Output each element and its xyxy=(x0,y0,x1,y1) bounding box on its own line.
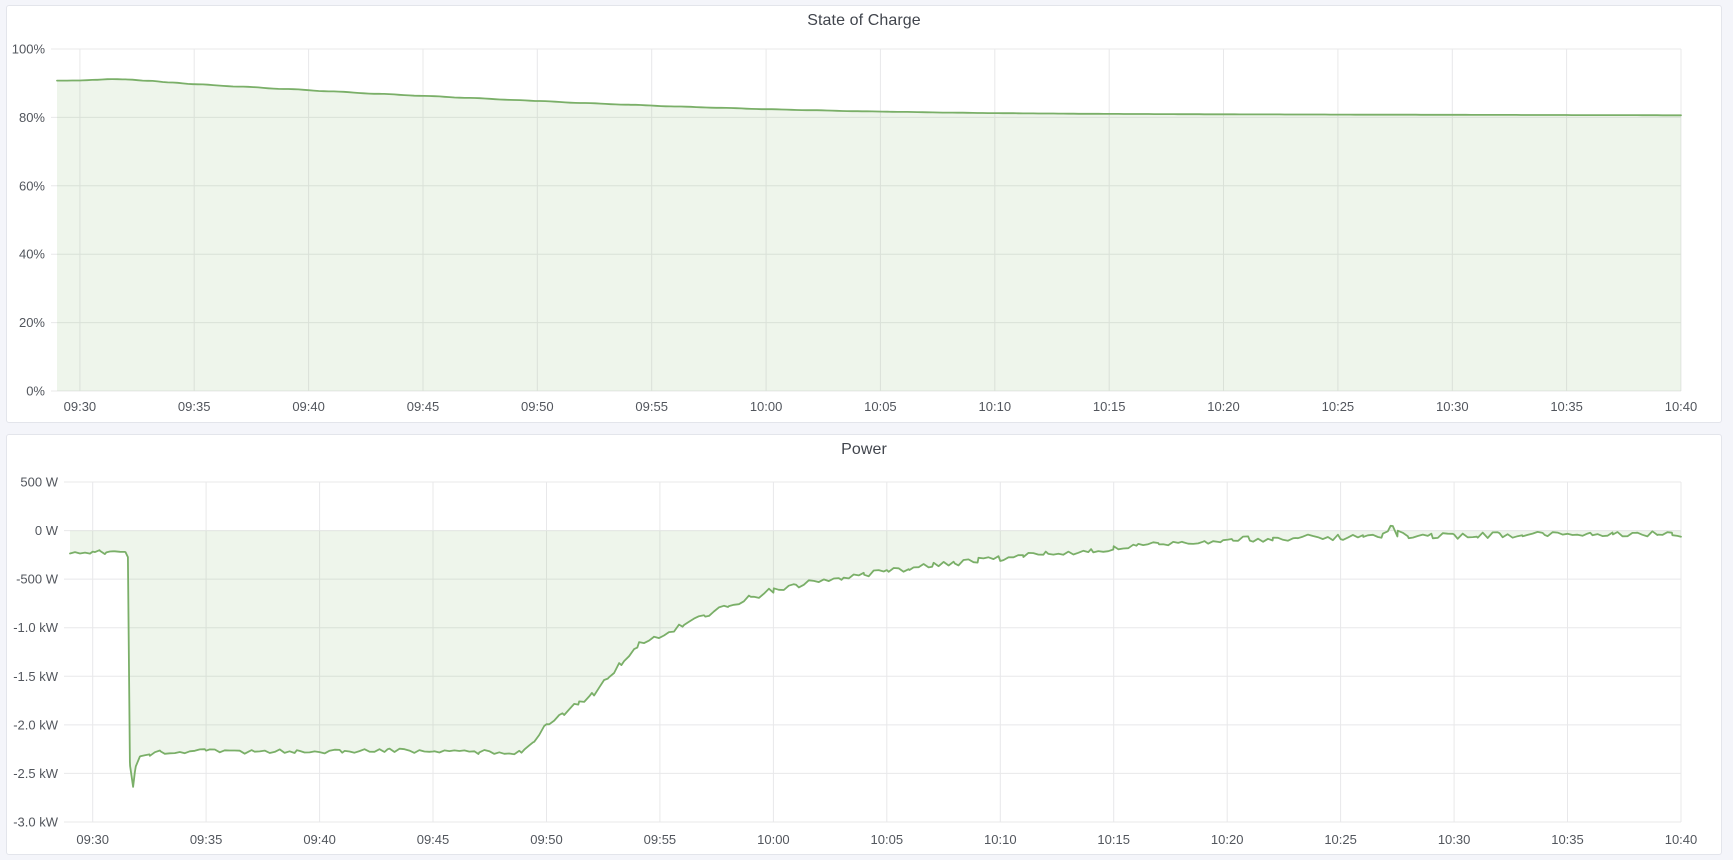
series-area-0 xyxy=(57,79,1681,391)
x-tick-label: 10:20 xyxy=(1207,399,1240,414)
panel-header: Power xyxy=(7,435,1721,465)
x-tick-label: 09:40 xyxy=(303,832,336,847)
x-tick-label: 09:30 xyxy=(76,832,109,847)
y-tick-label: 40% xyxy=(19,247,45,262)
y-tick-label: -1.0 kW xyxy=(13,620,59,635)
x-tick-label: 10:20 xyxy=(1211,832,1244,847)
series-line-0 xyxy=(56,78,1682,117)
x-tick-label: 10:10 xyxy=(979,399,1012,414)
x-tick-label: 10:35 xyxy=(1551,832,1584,847)
x-tick-label: 10:25 xyxy=(1324,832,1357,847)
y-tick-label: -3.0 kW xyxy=(13,815,59,830)
x-tick-label: 09:30 xyxy=(64,399,97,414)
series-line-0 xyxy=(69,524,1682,788)
axis-labels: 500 W 0 W -500 W -1.0 kW -1.5 kW -2.0 kW -2.5 … xyxy=(13,475,1697,848)
panel-power: Power 500 W 0 W -500 W -1.0 kW -1.5 kW -2.0 k… xyxy=(6,434,1722,855)
x-tick-label: 10:25 xyxy=(1322,399,1355,414)
x-tick-label: 10:30 xyxy=(1438,832,1471,847)
panel-title-state-of-charge: State of Charge xyxy=(807,12,921,29)
x-tick-label: 09:45 xyxy=(417,832,450,847)
x-tick-label: 10:05 xyxy=(871,832,904,847)
y-tick-label: 80% xyxy=(19,110,45,125)
y-tick-label: 100% xyxy=(12,42,46,57)
x-tick-label: 10:35 xyxy=(1550,399,1583,414)
x-tick-label: 09:40 xyxy=(292,399,325,414)
y-tick-label: -2.0 kW xyxy=(13,717,59,732)
x-tick-label: 10:15 xyxy=(1097,832,1130,847)
x-tick-label: 10:00 xyxy=(750,399,783,414)
x-tick-label: 09:45 xyxy=(407,399,440,414)
power-chart[interactable]: 500 W 0 W -500 W -1.0 kW -1.5 kW -2.0 kW -2.5 … xyxy=(7,465,1721,854)
x-tick-label: 09:50 xyxy=(530,832,563,847)
axis-labels: 100% 80% 60% 40% 20% 0% 09:30 09:35 09:40 09:45 09… xyxy=(12,42,1698,415)
y-tick-label: 0% xyxy=(26,384,45,399)
x-tick-label: 10:30 xyxy=(1436,399,1469,414)
x-tick-label: 10:00 xyxy=(757,832,790,847)
chart-area: 100% 80% 60% 40% 20% 0% 09:30 09:35 09:40 09:45 09… xyxy=(7,36,1721,422)
y-tick-label: -1.5 kW xyxy=(13,669,59,684)
x-tick-label: 10:15 xyxy=(1093,399,1126,414)
panel-state-of-charge: State of Charge 100% 80% 60% 40% 20% 0% 09:30 0… xyxy=(6,5,1722,423)
y-tick-label: 60% xyxy=(19,178,45,193)
x-tick-label: 10:10 xyxy=(984,832,1017,847)
panel-title-power: Power xyxy=(841,441,887,458)
y-tick-label: -500 W xyxy=(16,572,59,587)
x-tick-label: 09:55 xyxy=(635,399,668,414)
chart-area: 500 W 0 W -500 W -1.0 kW -1.5 kW -2.0 kW -2.5 … xyxy=(7,465,1721,854)
panel-header: State of Charge xyxy=(7,6,1721,36)
y-tick-label: 500 W xyxy=(20,475,58,490)
x-tick-label: 09:50 xyxy=(521,399,554,414)
gridlines xyxy=(64,481,1682,823)
y-tick-label: 0 W xyxy=(35,523,59,538)
x-tick-label: 10:40 xyxy=(1665,399,1698,414)
y-tick-label: -2.5 kW xyxy=(13,766,59,781)
x-tick-label: 09:55 xyxy=(644,832,677,847)
x-tick-label: 09:35 xyxy=(178,399,211,414)
y-tick-label: 20% xyxy=(19,315,45,330)
state-of-charge-chart[interactable]: 100% 80% 60% 40% 20% 0% 09:30 09:35 09:40 09:45 09… xyxy=(7,36,1721,422)
x-tick-label: 10:05 xyxy=(864,399,897,414)
x-tick-label: 10:40 xyxy=(1665,832,1698,847)
x-tick-label: 09:35 xyxy=(190,832,223,847)
series-area-0 xyxy=(70,525,1681,787)
